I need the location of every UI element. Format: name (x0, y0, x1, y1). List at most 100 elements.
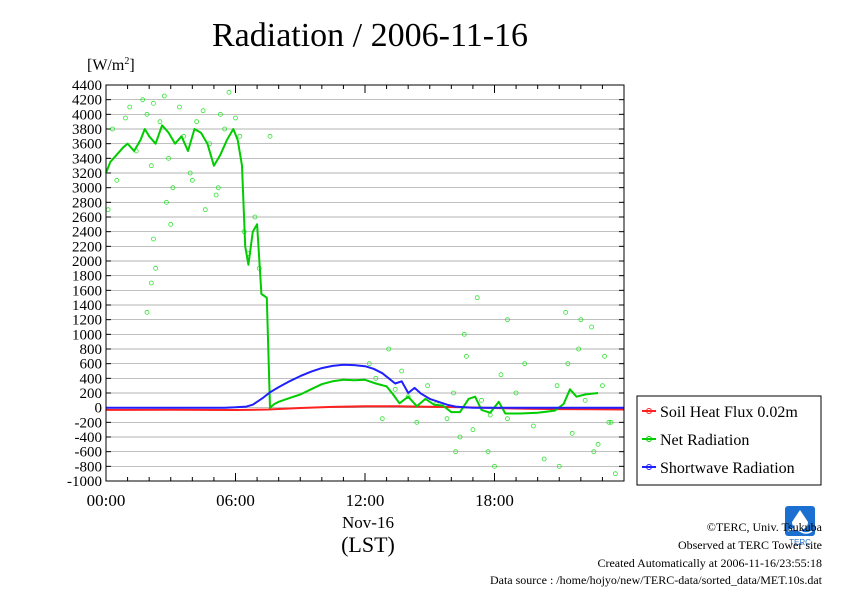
terc-logo: TERC (785, 506, 815, 547)
scatter-point (200, 108, 206, 114)
scatter-point (151, 236, 156, 242)
y-tick-label: 1600 (72, 283, 102, 299)
y-tick-label: 4400 (72, 78, 102, 94)
scatter-point (602, 353, 607, 359)
y-tick-label: 3400 (72, 151, 102, 167)
scatter-point (565, 361, 571, 367)
scatter-point (161, 93, 167, 99)
footer-copyright: ©TERC, Univ. Tsukuba (707, 520, 823, 534)
y-axis-unit-sup: 2 (124, 56, 129, 67)
scatter-point (213, 192, 219, 198)
scatter-point (451, 390, 456, 396)
scatter-point (379, 416, 385, 422)
y-tick-label: 3600 (72, 137, 102, 153)
y-tick-label: 2800 (72, 195, 102, 211)
scatter-point (608, 419, 614, 425)
scatter-point (222, 126, 228, 132)
scatter-point (252, 214, 258, 220)
net-radiation-scatter-points (105, 89, 618, 477)
scatter-point (217, 111, 223, 117)
scatter-point (151, 100, 156, 106)
scatter-point (444, 416, 450, 422)
scatter-point (144, 111, 150, 117)
scatter-point (505, 317, 510, 323)
footer-created: Created Automatically at 2006-11-16/23:5… (597, 556, 822, 570)
y-axis-unit: [W/m2] (87, 56, 135, 74)
y-tick-label: 3200 (72, 166, 102, 182)
scatter-point (176, 104, 182, 110)
legend-label: Soil Heat Flux 0.02m (660, 404, 798, 421)
y-tick-label: 2200 (72, 239, 102, 255)
scatter-point (189, 177, 195, 183)
legend-marker (646, 408, 652, 414)
scatter-point (164, 199, 169, 205)
y-tick-label: 1000 (72, 327, 102, 343)
scatter-point (479, 397, 484, 403)
y-tick-label: 1200 (72, 313, 102, 329)
scatter-point (127, 104, 133, 110)
scatter-point (591, 449, 597, 455)
scatter-point (554, 383, 560, 389)
scatter-point (202, 207, 208, 213)
y-tick-label: 200 (80, 386, 103, 402)
chart-title: Radiation / 2006-11-16 (212, 17, 528, 54)
scatter-point (187, 170, 193, 176)
y-tick-label: -200 (75, 415, 103, 431)
y-tick-label: 4200 (72, 93, 102, 109)
y-tick-label: 4000 (72, 107, 102, 123)
y-tick-label: -1000 (67, 474, 102, 490)
scatter-point (457, 434, 463, 440)
scatter-point (498, 372, 504, 378)
scatter-point (530, 423, 536, 429)
scatter-point (522, 361, 528, 367)
scatter-point (505, 416, 510, 422)
scatter-point (392, 386, 398, 392)
series-line-0 (105, 405, 625, 411)
scatter-point (414, 419, 420, 425)
y-tick-label: 2000 (72, 254, 102, 270)
scatter-point (373, 375, 379, 381)
y-tick-label: 1400 (72, 298, 102, 314)
y-tick-label: 2600 (72, 210, 102, 226)
scatter-point (399, 368, 405, 374)
y-axis-unit-end: ] (129, 57, 134, 74)
legend-label: Net Radiation (660, 432, 749, 449)
scatter-point (582, 397, 588, 403)
scatter-point (144, 309, 150, 315)
scatter-point (267, 133, 273, 139)
scatter-point (492, 463, 497, 469)
x-tick-label: 00:00 (87, 491, 126, 510)
legend-box (636, 395, 822, 486)
scatter-point (453, 449, 459, 455)
x-tick-label: 12:00 (346, 491, 385, 510)
scatter-point (153, 265, 159, 271)
scatter-point (589, 324, 595, 330)
scatter-point (569, 430, 575, 436)
scatter-point (168, 221, 174, 227)
plot-area (105, 84, 625, 482)
scatter-point (386, 346, 392, 352)
scatter-point (194, 119, 200, 125)
footer-source: Data source : /home/hojyo/new/TERC-data/… (490, 573, 823, 587)
x-tick-label: 18:00 (475, 491, 514, 510)
footer-observed: Observed at TERC Tower site (678, 538, 822, 552)
plot-frame (105, 84, 625, 482)
scatter-point (148, 163, 154, 169)
scatter-point (485, 449, 491, 455)
scatter-point (140, 97, 146, 103)
logo-text: TERC (789, 538, 811, 547)
y-tick-label: 800 (80, 342, 103, 358)
scatter-point (541, 456, 547, 462)
scatter-point (576, 346, 582, 352)
scatter-point (612, 471, 618, 477)
y-tick-label: -600 (75, 445, 103, 461)
x-axis-date-label: Nov-16 (342, 513, 394, 532)
series-line-1 (105, 124, 599, 415)
y-tick-label: 1800 (72, 269, 102, 285)
scatter-point (405, 394, 411, 400)
scatter-point (470, 427, 476, 433)
scatter-point (600, 383, 605, 389)
legend-marker (646, 464, 652, 470)
scatter-point (366, 361, 372, 367)
